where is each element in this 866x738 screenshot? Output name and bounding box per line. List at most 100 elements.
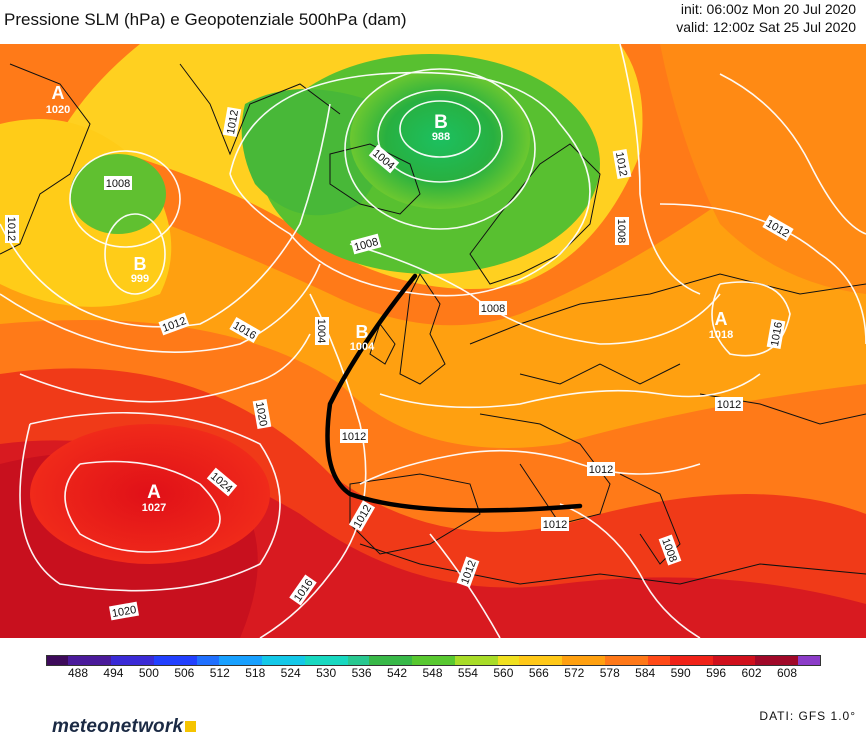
isobar-label-box bbox=[348, 500, 376, 532]
scale-tick-label: 566 bbox=[528, 666, 549, 680]
isobar-label-box bbox=[368, 144, 400, 174]
scale-swatch bbox=[562, 656, 584, 665]
cold-front bbox=[325, 273, 583, 513]
center-value: 1020 bbox=[46, 104, 70, 116]
scale-swatch bbox=[476, 656, 498, 665]
isobar-label-box bbox=[206, 467, 238, 497]
scale-swatch bbox=[326, 656, 348, 665]
center-letter: B bbox=[134, 254, 147, 274]
isobar-label-box bbox=[222, 106, 242, 138]
logo-square-icon bbox=[185, 721, 197, 732]
field-orange-east bbox=[660, 44, 866, 294]
isobar-label: 1012 bbox=[543, 519, 567, 531]
pressure-centers: A 1020 B 988 B 999 B 1004 A 1018 A 1027 bbox=[46, 83, 733, 514]
isobar-label-box bbox=[252, 398, 272, 430]
scale-swatch bbox=[132, 656, 155, 665]
scale-tick-label: 488 bbox=[67, 666, 89, 680]
scale-tick-label: 560 bbox=[493, 666, 514, 680]
isobar-label-box bbox=[5, 215, 19, 243]
color-scale-bar bbox=[46, 655, 821, 666]
scale-swatch bbox=[411, 656, 434, 665]
scale-tick-label: 554 bbox=[457, 666, 478, 680]
scale-swatch bbox=[712, 656, 734, 665]
weather-map: 1012 1008 1004 1008 1012 1012 1016 1004 … bbox=[0, 44, 866, 638]
center-letter: A bbox=[147, 482, 161, 503]
scale-tick-label: 542 bbox=[387, 666, 408, 680]
isobar-label-box bbox=[340, 429, 368, 443]
scale-swatch bbox=[540, 656, 563, 665]
scale-swatch bbox=[433, 656, 455, 665]
scale-swatch bbox=[154, 656, 176, 665]
logo-text-2: network bbox=[108, 716, 184, 737]
center-value: 1027 bbox=[142, 502, 166, 514]
scale-swatch bbox=[669, 656, 692, 665]
scale-swatch bbox=[111, 656, 133, 665]
scale-swatch bbox=[776, 656, 799, 665]
scale-swatch bbox=[583, 656, 606, 665]
isobar-label-box bbox=[762, 214, 794, 242]
isobar-label-box bbox=[315, 317, 329, 345]
scale-tick-label: 512 bbox=[209, 666, 230, 680]
valid-time: valid: 12:00z Sat 25 Jul 2020 bbox=[676, 19, 856, 35]
logo-text-1: meteo bbox=[52, 716, 109, 737]
isobar-label: 1008 bbox=[615, 219, 627, 243]
scale-swatch bbox=[89, 656, 112, 665]
init-time: init: 06:00z Mon 20 Jul 2020 bbox=[680, 1, 856, 17]
center-value: 988 bbox=[432, 131, 450, 143]
isobar-label-box bbox=[229, 316, 261, 344]
isobar-label: 1012 bbox=[589, 464, 613, 476]
scale-swatch bbox=[755, 656, 777, 665]
center-letter: B bbox=[434, 112, 448, 133]
isobar-label-box bbox=[104, 176, 132, 190]
scale-tick-label: 596 bbox=[706, 666, 727, 680]
scale-tick-label: 500 bbox=[138, 666, 159, 680]
field-high-south bbox=[30, 424, 270, 564]
scale-swatch bbox=[47, 656, 69, 665]
isobar-label: 1012 bbox=[613, 151, 629, 177]
scale-tick-label: 494 bbox=[103, 666, 124, 680]
isobar-label-box bbox=[289, 574, 317, 606]
scale-tick-label: 506 bbox=[174, 666, 195, 680]
scale-tick-label: 590 bbox=[670, 666, 691, 680]
scale-swatch bbox=[626, 656, 649, 665]
scale-tick-label: 536 bbox=[351, 666, 372, 680]
isobar-label: 1012 bbox=[717, 399, 741, 411]
center-letter: B bbox=[356, 322, 369, 342]
scale-swatch bbox=[519, 656, 541, 665]
isobar-label-box bbox=[715, 397, 743, 411]
center-value: 1004 bbox=[350, 341, 375, 353]
isobar-label: 1012 bbox=[5, 217, 17, 241]
scale-swatch bbox=[648, 656, 670, 665]
isobar-label-box bbox=[587, 462, 615, 476]
scale-swatch bbox=[304, 656, 327, 665]
isobar-label-box bbox=[456, 556, 480, 588]
isobar-label: 1020 bbox=[111, 604, 137, 620]
isobar-label-box bbox=[541, 517, 569, 531]
scale-swatch bbox=[390, 656, 412, 665]
isobar-label-box bbox=[766, 318, 786, 350]
isobar-label: 1016 bbox=[769, 321, 785, 347]
isobar-label: 1012 bbox=[225, 109, 241, 135]
scale-tick-label: 584 bbox=[635, 666, 656, 680]
center-value: 1018 bbox=[709, 329, 733, 341]
scale-swatch bbox=[347, 656, 370, 665]
field-green-west bbox=[70, 154, 166, 234]
isobar-label-box bbox=[612, 148, 632, 180]
scale-tick-label: 518 bbox=[245, 666, 266, 680]
scale-tick-label: 572 bbox=[564, 666, 585, 680]
scale-swatch bbox=[68, 656, 90, 665]
scale-tick-label: 524 bbox=[280, 666, 301, 680]
meteonetwork-logo: meteonetwork bbox=[52, 716, 197, 738]
scale-swatch bbox=[691, 656, 713, 665]
field-orange-band bbox=[0, 164, 866, 448]
run-info: init: 06:00z Mon 20 Jul 2020 valid: 12:0… bbox=[676, 0, 856, 36]
isobar-label-box bbox=[108, 601, 140, 621]
scale-swatch bbox=[454, 656, 477, 665]
map-title: Pressione SLM (hPa) e Geopotenziale 500h… bbox=[4, 10, 407, 29]
center-letter: A bbox=[52, 83, 65, 103]
scale-swatch bbox=[605, 656, 627, 665]
scale-tick-label: 548 bbox=[422, 666, 443, 680]
scale-swatch bbox=[261, 656, 284, 665]
center-letter: A bbox=[715, 309, 728, 329]
data-source: DATI: GFS 1.0° bbox=[759, 709, 856, 723]
